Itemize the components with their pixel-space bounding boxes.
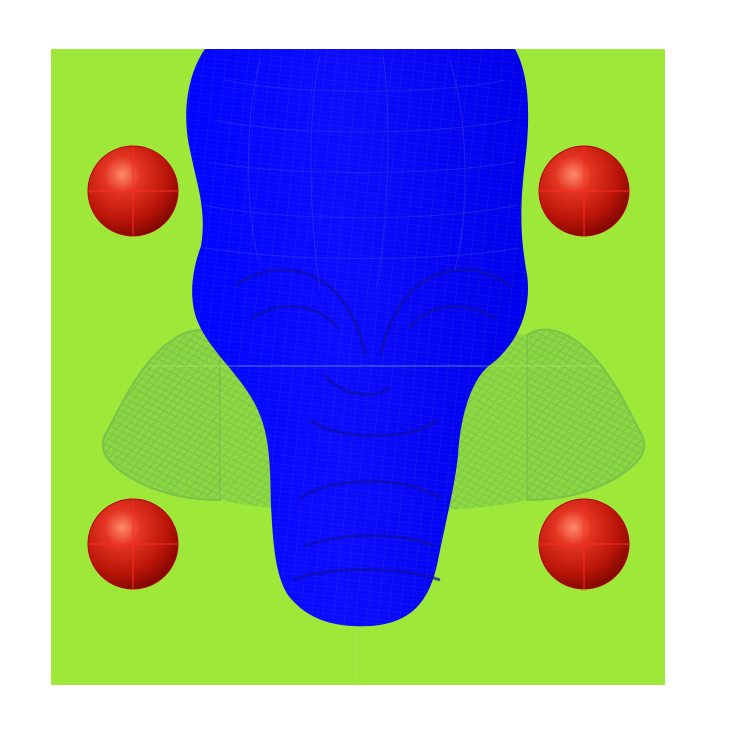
sphere-top-right [538, 145, 630, 237]
sphere-bottom-right [538, 498, 630, 590]
blue-head-mesh [186, 49, 529, 627]
sphere-top-left [87, 145, 179, 237]
sphere-bottom-left [87, 498, 179, 590]
